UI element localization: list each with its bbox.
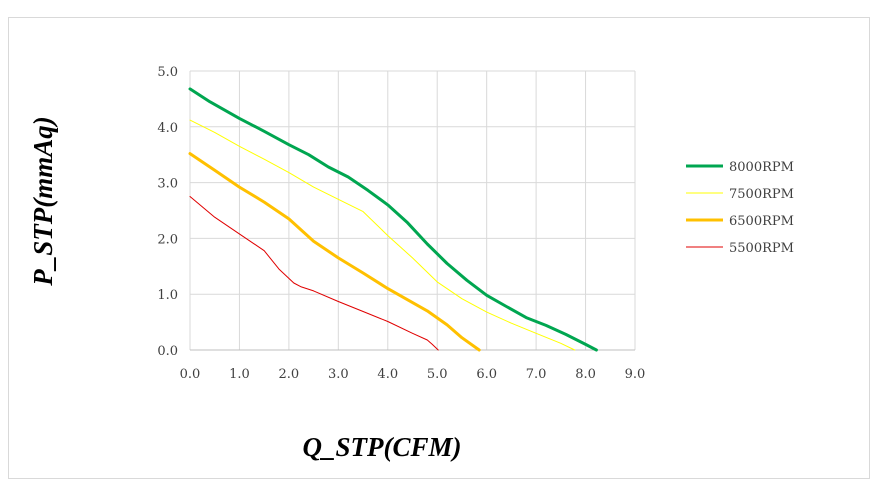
y-tick-label: 2.0 [157,232,178,247]
series-line-8000RPM [188,87,598,352]
y-tick-label: 4.0 [157,121,178,136]
x-tick-label: 7.0 [526,367,547,382]
x-tick-label: 1.0 [229,367,250,382]
grid [189,70,636,351]
x-tick-labels: 0.0 1.0 2.0 3.0 4.0 5.0 6.0 7.0 8.0 9.0 [180,367,646,382]
x-tick-label: 9.0 [625,367,646,382]
x-tick-label: 8.0 [575,367,596,382]
y-tick-label: 3.0 [157,177,178,192]
x-tick-label: 0.0 [180,367,201,382]
x-tick-label: 5.0 [427,367,448,382]
legend: 8000RPM 7500RPM 6500RPM 5500RPM [686,160,794,256]
x-tick-label: 3.0 [328,367,349,382]
legend-label: 5500RPM [729,241,794,256]
series-line-6500RPM [188,152,481,352]
legend-label: 6500RPM [729,214,794,229]
y-tick-label: 5.0 [157,65,178,80]
y-tick-labels: 0.0 1.0 2.0 3.0 4.0 5.0 [157,65,178,359]
legend-label: 7500RPM [729,187,794,202]
x-tick-label: 4.0 [377,367,398,382]
legend-label: 8000RPM [729,160,794,175]
y-tick-label: 1.0 [157,288,178,303]
series-line-7500RPM [189,119,576,351]
x-tick-label: 2.0 [279,367,300,382]
x-axis-title: Q_STP(CFM) [302,432,461,462]
chart-frame [8,17,870,479]
x-tick-label: 6.0 [476,367,497,382]
y-tick-label: 0.0 [157,344,178,359]
y-axis-title: P_STP(mmAq) [28,116,58,287]
series-lines [188,87,598,352]
series-line-5500RPM [189,196,439,351]
